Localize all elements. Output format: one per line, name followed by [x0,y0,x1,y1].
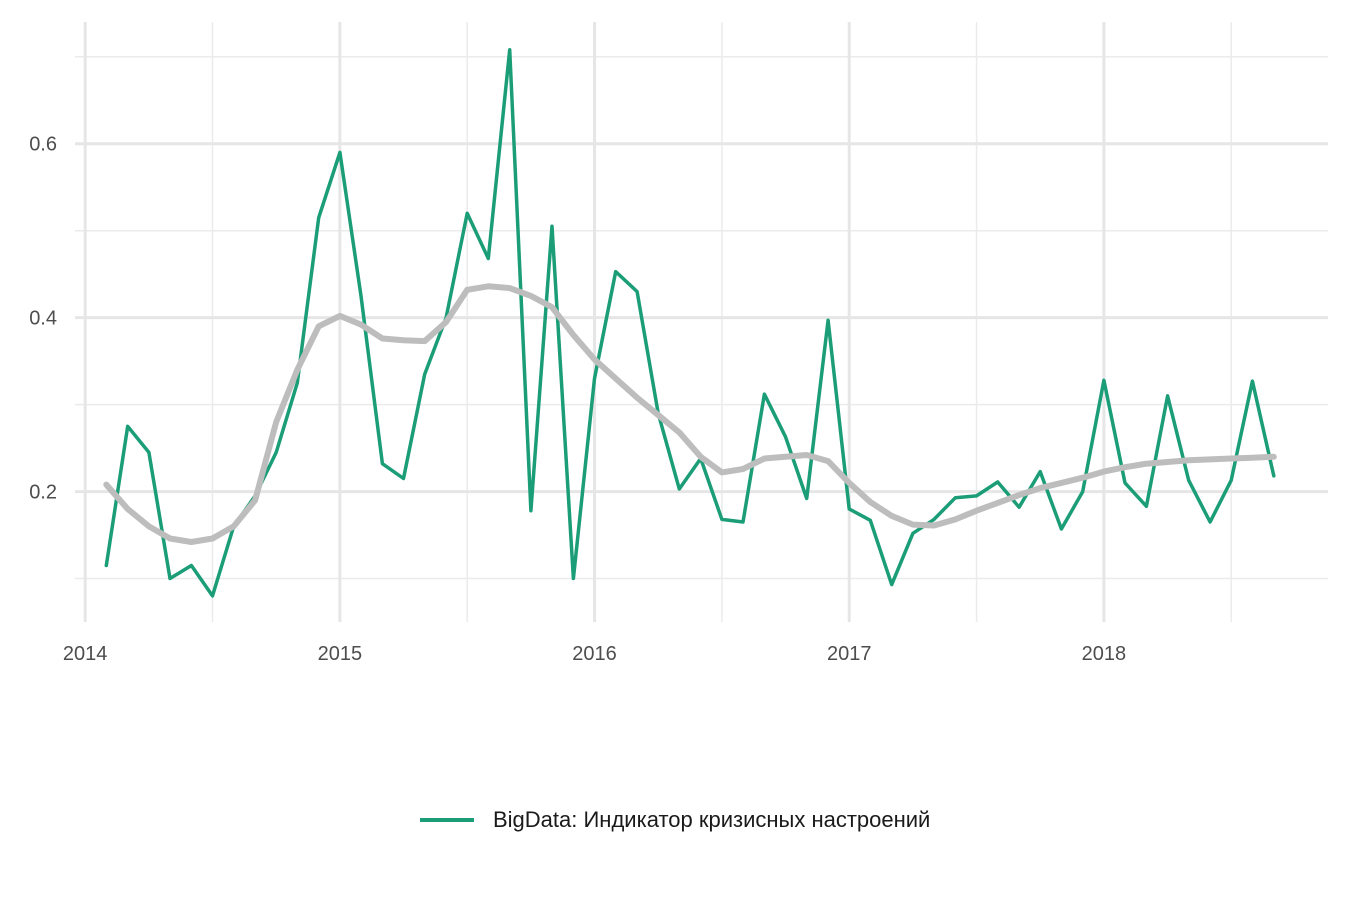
series-layer [103,48,1277,598]
series-line-smoothed [103,283,1277,545]
grid-minor [75,22,1328,622]
x-tick-label: 2014 [63,643,108,665]
x-tick-label: 2015 [318,643,363,665]
x-tick-label: 2018 [1082,643,1127,665]
grid-major [75,22,1328,622]
legend: BigData: Индикатор кризисных настроений [420,807,930,832]
y-axis: 0.2 0.4 0.6 [29,134,57,504]
x-tick-label: 2017 [827,643,872,665]
y-tick-label: 0.2 [29,482,57,504]
series-line-bigdata [104,48,1276,598]
x-axis: 2014 2015 2016 2017 2018 [63,643,1126,665]
y-tick-label: 0.4 [29,308,57,330]
x-tick-label: 2016 [572,643,617,665]
y-tick-label: 0.6 [29,134,57,156]
legend-label-bigdata: BigData: Индикатор кризисных настроений [493,807,930,832]
